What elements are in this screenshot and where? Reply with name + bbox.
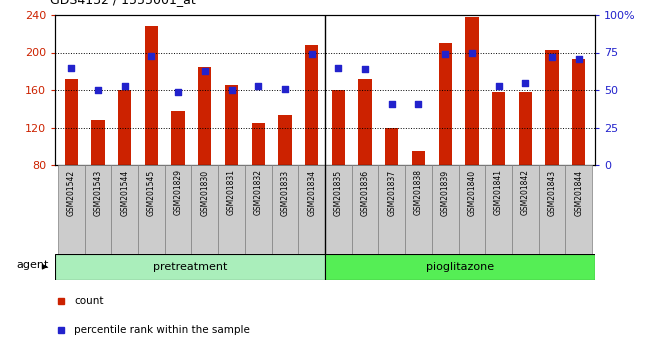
Point xyxy=(280,86,290,91)
Text: pioglitazone: pioglitazone xyxy=(426,262,494,272)
Bar xyxy=(111,165,138,253)
Text: GSM201833: GSM201833 xyxy=(280,170,289,216)
Bar xyxy=(539,165,566,253)
Text: pretreatment: pretreatment xyxy=(153,262,228,272)
Text: GSM201543: GSM201543 xyxy=(94,170,103,216)
Text: GSM201836: GSM201836 xyxy=(361,170,370,216)
Bar xyxy=(58,165,84,253)
Point xyxy=(493,83,504,88)
Point xyxy=(306,51,317,57)
Bar xyxy=(439,43,452,165)
Text: GSM201835: GSM201835 xyxy=(334,170,343,216)
Text: percentile rank within the sample: percentile rank within the sample xyxy=(74,325,250,335)
Text: GDS4132 / 1555001_at: GDS4132 / 1555001_at xyxy=(50,0,196,6)
Point xyxy=(413,101,424,106)
Bar xyxy=(332,90,345,165)
Point xyxy=(173,88,183,94)
Bar xyxy=(566,165,592,253)
Point xyxy=(226,87,237,93)
Text: GSM201834: GSM201834 xyxy=(307,170,316,216)
Bar xyxy=(172,110,185,165)
Bar xyxy=(358,79,372,165)
Text: GSM201544: GSM201544 xyxy=(120,170,129,216)
Text: agent: agent xyxy=(17,261,49,270)
Point xyxy=(387,101,397,106)
Bar xyxy=(145,26,158,165)
Bar xyxy=(245,165,272,253)
Bar xyxy=(198,67,211,165)
Bar xyxy=(252,123,265,165)
Bar xyxy=(492,92,505,165)
Bar xyxy=(225,85,238,165)
Bar xyxy=(486,165,512,253)
Bar xyxy=(192,165,218,253)
Text: GSM201838: GSM201838 xyxy=(414,170,423,216)
Bar xyxy=(55,253,325,280)
Text: GSM201839: GSM201839 xyxy=(441,170,450,216)
Bar xyxy=(305,45,318,165)
Text: GSM201840: GSM201840 xyxy=(467,170,476,216)
Bar xyxy=(64,79,78,165)
Bar xyxy=(412,151,425,165)
Bar xyxy=(512,165,539,253)
Point xyxy=(520,80,530,85)
Point xyxy=(333,65,344,70)
Bar xyxy=(519,92,532,165)
Bar xyxy=(405,165,432,253)
Bar xyxy=(465,17,478,165)
Bar xyxy=(378,165,405,253)
Point xyxy=(200,68,210,73)
Bar xyxy=(218,165,245,253)
Text: GSM201832: GSM201832 xyxy=(254,170,263,216)
Text: count: count xyxy=(74,296,103,306)
Bar xyxy=(84,165,111,253)
Bar xyxy=(432,165,458,253)
Point xyxy=(547,54,557,60)
Point xyxy=(467,50,477,55)
Point xyxy=(253,83,263,88)
Text: GSM201545: GSM201545 xyxy=(147,170,156,216)
Bar xyxy=(91,120,105,165)
Bar xyxy=(164,165,192,253)
Point xyxy=(66,65,77,70)
Text: GSM201829: GSM201829 xyxy=(174,170,183,216)
Bar xyxy=(325,253,595,280)
Bar xyxy=(385,129,398,165)
Bar xyxy=(298,165,325,253)
Point xyxy=(146,53,157,58)
Bar xyxy=(458,165,486,253)
Bar xyxy=(278,115,292,165)
Bar xyxy=(272,165,298,253)
Text: GSM201844: GSM201844 xyxy=(574,170,583,216)
Text: GSM201830: GSM201830 xyxy=(200,170,209,216)
Bar xyxy=(352,165,378,253)
Text: GSM201841: GSM201841 xyxy=(494,170,503,216)
Text: GSM201831: GSM201831 xyxy=(227,170,236,216)
Text: GSM201843: GSM201843 xyxy=(547,170,556,216)
Text: GSM201842: GSM201842 xyxy=(521,170,530,216)
Bar xyxy=(545,50,559,165)
Bar xyxy=(138,165,164,253)
Point xyxy=(440,51,450,57)
Point xyxy=(573,56,584,61)
Bar xyxy=(325,165,352,253)
Point xyxy=(93,87,103,93)
Bar xyxy=(572,59,586,165)
Point xyxy=(120,83,130,88)
Point xyxy=(360,66,370,72)
Text: GSM201837: GSM201837 xyxy=(387,170,396,216)
Bar xyxy=(118,90,131,165)
Text: GSM201542: GSM201542 xyxy=(67,170,76,216)
